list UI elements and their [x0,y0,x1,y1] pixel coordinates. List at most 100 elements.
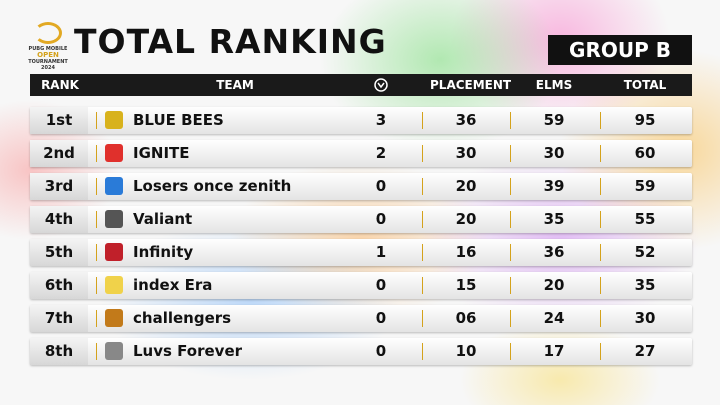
table-row [30,173,692,200]
column-header: ELMS [535,78,573,92]
group-label: GROUP B [548,35,692,65]
divider [96,277,97,294]
total: 55 [634,210,656,228]
wins: 0 [375,309,387,327]
divider [96,244,97,261]
total: 59 [634,177,656,195]
placement: 36 [455,111,477,129]
divider [422,343,423,360]
total: 52 [634,243,656,261]
table-row [30,206,692,233]
divider [600,211,601,228]
divider [510,112,511,129]
table-header [30,74,692,96]
table-row [30,338,692,365]
total: 60 [634,144,656,162]
team-logo [105,210,123,228]
team-name: index Era [133,276,213,294]
rank: 1st [45,111,73,129]
divider [510,244,511,261]
total: 30 [634,309,656,327]
divider [600,145,601,162]
divider [96,310,97,327]
divider [600,343,601,360]
wins-icon [374,78,388,92]
total: 35 [634,276,656,294]
team-name: Losers once zenith [133,177,292,195]
divider [510,211,511,228]
team-logo [105,111,123,129]
divider [422,145,423,162]
divider [510,178,511,195]
logo-ring [34,22,62,44]
total: 27 [634,342,656,360]
divider [96,343,97,360]
elms: 20 [543,276,565,294]
divider [510,277,511,294]
placement: 06 [455,309,477,327]
placement: 20 [455,177,477,195]
elms: 17 [543,342,565,360]
wins: 0 [375,210,387,228]
elms: 35 [543,210,565,228]
logo-text: OPEN [37,51,59,59]
placement: 15 [455,276,477,294]
table-row [30,305,692,332]
column-header: TEAM [216,78,254,92]
team-logo [105,243,123,261]
wins: 2 [375,144,387,162]
table-row [30,272,692,299]
table-row [30,140,692,167]
team-name: challengers [133,309,232,327]
divider [600,277,601,294]
wins: 0 [375,276,387,294]
team-logo [105,342,123,360]
rank-cell-bg [30,305,88,332]
placement: 16 [455,243,477,261]
divider [600,244,601,261]
divider [422,211,423,228]
team-logo [105,276,123,294]
rank: 7th [44,309,74,327]
team-name: BLUE BEES [133,111,224,129]
elms: 59 [543,111,565,129]
rank-cell-bg [30,272,88,299]
divider [422,244,423,261]
divider [510,310,511,327]
elms: 30 [543,144,565,162]
team-name: Valiant [133,210,193,228]
divider [422,310,423,327]
rank: 2nd [43,144,75,162]
wins: 1 [375,243,387,261]
rank: 5th [44,243,74,261]
divider [510,343,511,360]
divider [600,178,601,195]
rank-cell-bg [30,107,88,134]
team-logo [105,309,123,327]
team-name: Infinity [133,243,194,261]
placement: 30 [455,144,477,162]
rank-cell-bg [30,239,88,266]
rank: 4th [44,210,74,228]
rank: 3rd [44,177,74,195]
logo-text: PUBG MOBILE [28,46,68,52]
wins: 3 [375,111,387,129]
team-logo [105,144,123,162]
placement: 10 [455,342,477,360]
rank-cell-bg [30,206,88,233]
wins: 0 [375,342,387,360]
column-header: RANK [41,78,79,92]
divider [600,310,601,327]
divider [96,112,97,129]
event-logo: PUBG MOBILE OPEN TOURNAMENT 2024 [28,22,68,71]
elms: 24 [543,309,565,327]
column-header: TOTAL [623,78,667,92]
placement: 20 [455,210,477,228]
rank: 8th [44,342,74,360]
logo-text: 2024 [41,65,55,71]
divider [422,178,423,195]
total: 95 [634,111,656,129]
logo-text: TOURNAMENT [28,59,68,65]
rank-cell-bg [30,338,88,365]
